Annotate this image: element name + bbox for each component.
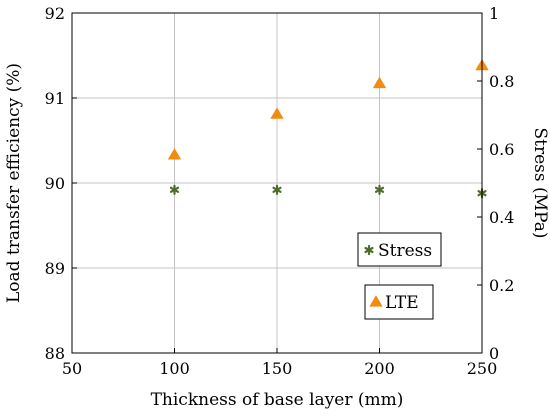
- y-right-tick-label: 0.4: [489, 208, 514, 227]
- y-axis-left-title: Load transfer efficiency (%): [4, 63, 24, 303]
- legend-stress-marker: [364, 244, 374, 256]
- lte-point: [167, 148, 182, 160]
- x-tick-label: 150: [262, 359, 293, 378]
- x-tick-label: 100: [159, 359, 190, 378]
- stress-point: [374, 184, 385, 195]
- y-left-tick-label: 89: [45, 259, 65, 278]
- legend-lte-marker: [369, 295, 383, 307]
- stress-point: [169, 184, 180, 195]
- tick-labels: 50 100 150 200 250 88 89 90 91 92 0 0.2 0.4 0.6 0.8 1: [45, 4, 515, 378]
- x-tick-label: 200: [364, 359, 395, 378]
- y-right-tick-label: 0.2: [489, 276, 514, 295]
- data-points: [167, 58, 489, 199]
- legend-stress-label: Stress: [378, 241, 432, 261]
- y-axis-right-title: Stress (MPa): [530, 128, 550, 239]
- legend-stress-symbol: [364, 244, 374, 256]
- y-right-tick-label: 1: [489, 4, 499, 23]
- legend-lte: LTE: [364, 284, 434, 320]
- lte-point: [270, 107, 284, 119]
- x-axis-title: Thickness of base layer (mm): [151, 390, 404, 410]
- y-right-tick-label: 0.8: [489, 72, 514, 91]
- legend-stress: Stress: [357, 232, 442, 267]
- y-left-tick-label: 88: [45, 344, 65, 363]
- legend-lte-label: LTE: [385, 293, 419, 313]
- x-tick-label: 50: [62, 359, 82, 378]
- y-left-tick-label: 92: [45, 4, 65, 23]
- y-left-tick-label: 90: [45, 174, 65, 193]
- stress-point: [272, 184, 282, 195]
- lte-point: [372, 76, 387, 89]
- legend-lte-symbol: [369, 295, 383, 307]
- y-right-tick-label: 0.6: [489, 140, 514, 159]
- x-tick-label: 250: [467, 359, 498, 378]
- y-right-tick-label: 0: [489, 344, 499, 363]
- y-left-tick-label: 91: [45, 89, 65, 108]
